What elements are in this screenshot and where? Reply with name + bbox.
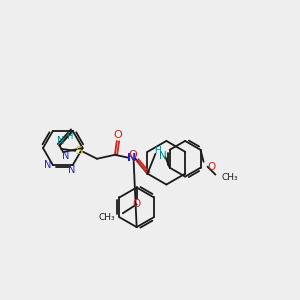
Text: N: N (160, 151, 167, 161)
Text: H: H (66, 132, 73, 141)
Text: CH₃: CH₃ (221, 173, 238, 182)
Text: CH₃: CH₃ (98, 213, 115, 222)
Text: N: N (61, 151, 69, 161)
Text: S: S (76, 146, 83, 156)
Text: N: N (68, 165, 75, 175)
Text: O: O (128, 150, 137, 160)
Text: N: N (44, 160, 51, 170)
Text: O: O (133, 199, 141, 209)
Text: H: H (154, 146, 161, 155)
Text: N: N (57, 136, 64, 146)
Text: N: N (127, 153, 136, 163)
Text: O: O (113, 130, 122, 140)
Text: O: O (208, 162, 216, 172)
